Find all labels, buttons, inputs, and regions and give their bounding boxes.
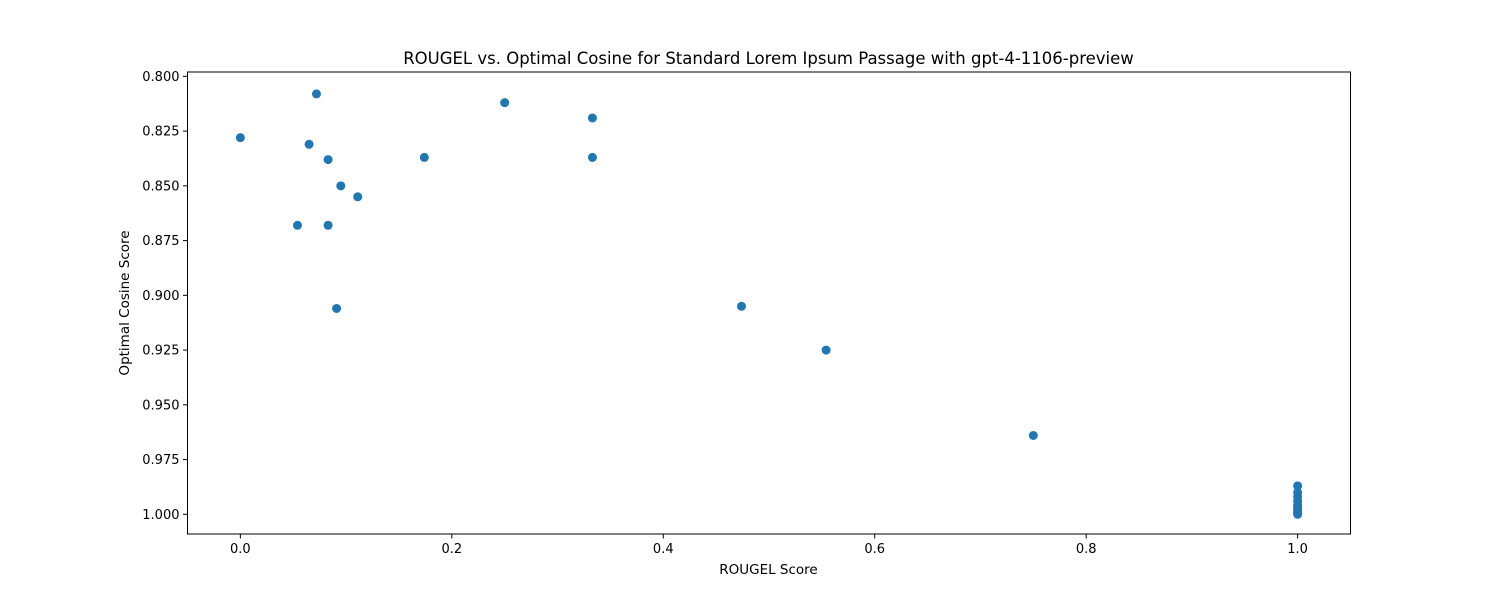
chart-title: ROUGEL vs. Optimal Cosine for Standard L… [403,49,1134,68]
y-tick-label: 0.825 [142,125,179,140]
data-point [821,345,831,355]
data-point [311,89,321,99]
data-point [500,98,510,108]
data-point [1028,430,1038,440]
y-tick-label: 0.800 [142,70,179,85]
data-point [737,301,747,311]
y-tick-label: 1.000 [142,508,179,523]
x-tick-label: 1.0 [1287,542,1308,557]
y-tick-label: 0.875 [142,234,179,249]
x-tick-label: 0.0 [230,542,251,557]
y-axis-ticks: 0.800 0.825 0.850 0.875 0.900 0.925 0.950 0.975… [142,70,188,523]
data-point [235,133,245,143]
x-tick-label: 0.6 [864,542,885,557]
data-point [304,139,314,149]
data-point [323,155,333,165]
x-tick-label: 0.4 [653,542,674,557]
y-tick-label: 0.975 [142,453,179,468]
data-point [587,113,597,123]
data-points [235,89,1303,519]
y-tick-label: 0.850 [142,179,179,194]
data-point [323,220,333,230]
data-point [1293,509,1303,519]
y-tick-label: 0.950 [142,398,179,413]
data-point [332,303,342,313]
x-tick-label: 0.8 [1076,542,1097,557]
data-point [419,152,429,162]
data-point [292,220,302,230]
plot-frame [187,71,1351,535]
data-point [336,181,346,191]
y-tick-label: 0.925 [142,344,179,359]
data-point [353,192,363,202]
y-axis-label: Optimal Cosine Score [117,230,133,375]
y-tick-label: 0.900 [142,289,179,304]
x-tick-label: 0.2 [441,542,462,557]
x-axis-ticks: 0.0 0.2 0.4 0.6 0.8 1.0 [230,534,1308,557]
data-point [587,152,597,162]
x-axis-label: ROUGEL Score [719,562,818,578]
data-point [1293,481,1303,491]
